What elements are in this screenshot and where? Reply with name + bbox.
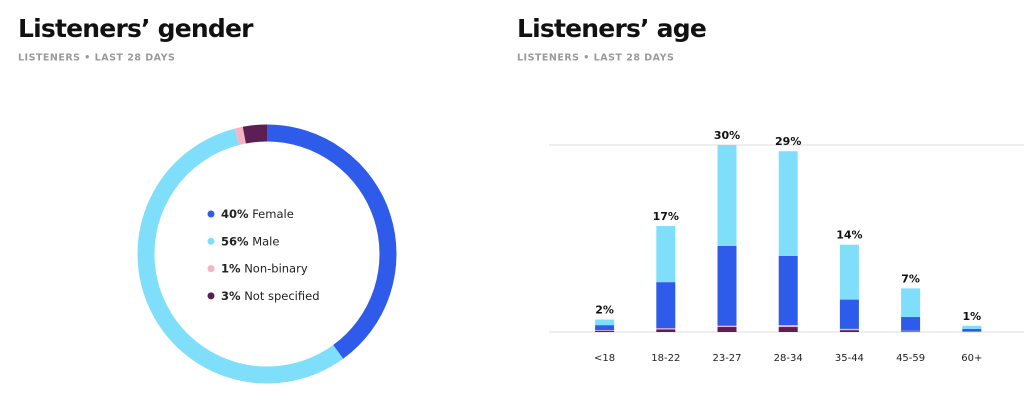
bar-segment [595,320,614,326]
bar-segment [962,326,981,329]
bar-segment [656,226,675,282]
donut-segment [267,133,388,352]
bar-segment [718,327,737,332]
donut-segment [244,133,267,135]
x-tick-label: 60+ [961,353,982,364]
bar-segment [656,330,675,332]
bar-segment [962,329,981,331]
bar-segment [656,328,675,329]
bar-segment [840,329,859,330]
legend-swatch [208,238,215,245]
legend-name: Not specified [244,288,319,302]
chart-subtitle: LISTENERS • LAST 28 DAYS [517,53,674,64]
legend-swatch [208,292,215,299]
chart-title: Listeners’ gender [18,14,254,43]
x-tick-label: 45-59 [896,353,925,364]
legend-name: Non-binary [244,261,308,275]
bar-segment [718,145,737,246]
legend-value: 40% [221,207,249,221]
legend-label: 40% Female [221,207,294,221]
bar-segment [718,326,737,327]
total-label: 1% [962,310,981,323]
x-tick-label: 23-27 [712,353,741,364]
legend-label: 1% Non-binary [221,261,308,275]
total-label: 14% [836,229,862,242]
chart-title: Listeners’ age [517,14,706,43]
legend-value: 1% [221,261,241,275]
total-label: 29% [775,135,801,148]
bar-segment [718,246,737,326]
donut-segment [146,137,338,375]
total-label: 30% [714,129,740,142]
bar-segment [656,282,675,328]
bar-segment [779,325,798,327]
bar-segment [595,331,614,332]
bar-segment [901,331,920,332]
bar-segment [901,317,920,331]
bar-segment [779,256,798,325]
x-tick-label: 35-44 [835,353,864,364]
legend-label: 56% Male [221,234,279,248]
legend-value: 3% [221,288,241,302]
legend-label: 3% Not specified [221,288,320,302]
bar-segment [595,325,614,330]
x-tick-label: <18 [594,353,615,364]
donut-segment [237,135,244,137]
total-label: 7% [901,272,920,285]
legend-name: Female [252,207,294,221]
bar-segment [840,300,859,329]
bar-segment [779,151,798,256]
x-tick-label: 28-34 [774,353,803,364]
legend-swatch [208,211,215,218]
legend-name: Male [252,234,279,248]
bar-segment [595,330,614,331]
bar-segment [779,327,798,332]
bar-segment [840,330,859,332]
bar-segment [901,288,920,317]
legend-value: 56% [221,234,249,248]
bar-segment [901,331,920,332]
x-tick-label: 18-22 [651,353,680,364]
chart-subtitle: LISTENERS • LAST 28 DAYS [18,53,175,64]
legend-swatch [208,265,215,272]
total-label: 2% [595,304,614,317]
total-label: 17% [653,210,679,223]
bar-segment [840,245,859,300]
